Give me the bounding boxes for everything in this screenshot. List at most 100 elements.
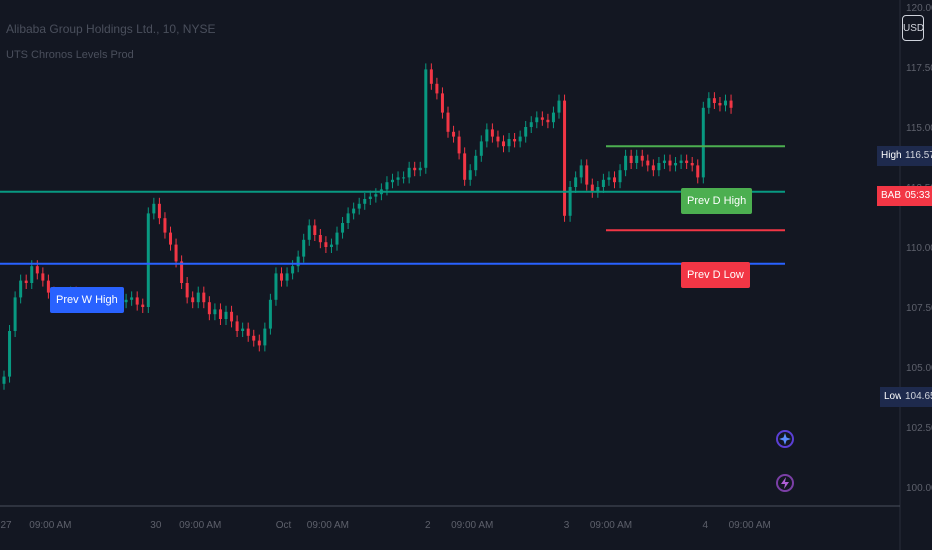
candle-body <box>513 139 517 142</box>
candle-body <box>8 331 12 377</box>
candle-body <box>502 141 505 147</box>
candle-body <box>563 100 567 216</box>
candle-body <box>352 208 356 214</box>
prev-d-low-label: Prev D Low <box>681 262 750 288</box>
x-tick-label: 09:00 AM <box>179 520 221 531</box>
candle-body <box>224 311 228 319</box>
y-tick-label: 120.00 <box>906 3 932 14</box>
candle-body <box>252 335 256 341</box>
candle-body <box>302 239 306 257</box>
candle-body <box>712 98 716 103</box>
x-tick-label: Oct <box>276 520 292 531</box>
candle-body <box>551 112 555 123</box>
candle-body <box>169 232 172 245</box>
candle-body <box>274 273 278 300</box>
candle-body <box>657 163 661 171</box>
candle-body <box>357 203 361 209</box>
candle-body <box>19 280 23 298</box>
candle-body <box>307 225 311 240</box>
x-tick-label: 30 <box>150 520 162 531</box>
candle-body <box>696 165 700 178</box>
candle-body <box>246 328 250 336</box>
diamond-icon[interactable] <box>776 430 794 448</box>
candle-body <box>679 160 683 163</box>
candle-body <box>318 235 322 243</box>
candle-body <box>485 129 489 142</box>
candle-body <box>296 256 300 267</box>
bolt-icon[interactable] <box>776 474 794 492</box>
candle-body <box>507 139 511 147</box>
currency-button[interactable]: USD <box>902 15 924 41</box>
candle-body <box>230 311 234 322</box>
candle-body <box>618 170 622 183</box>
candle-body <box>413 167 417 171</box>
candle-body <box>557 100 561 113</box>
candle-body <box>524 127 528 137</box>
candle-body <box>424 69 428 168</box>
candle-body <box>268 299 272 329</box>
candle-body <box>457 136 461 154</box>
candle-body <box>729 100 733 108</box>
low-tag-value: 104.65 <box>901 387 932 407</box>
candle-body <box>490 129 494 137</box>
candle-body <box>724 100 727 106</box>
indicator-name[interactable]: UTS Chronos Levels Prod <box>6 49 134 61</box>
candle-body <box>285 273 289 281</box>
candle-body <box>601 179 605 187</box>
candle-body <box>391 179 394 183</box>
candle-body <box>374 194 378 197</box>
candle-body <box>46 280 50 293</box>
candle-body <box>568 187 572 216</box>
candle-body <box>313 225 317 235</box>
candle-body <box>202 292 206 303</box>
chart-title: Alibaba Group Holdings Ltd., 10, NYSE <box>6 22 216 36</box>
candle-body <box>396 177 400 180</box>
candle-body <box>607 177 611 180</box>
candle-body <box>446 112 450 132</box>
candle-body <box>191 297 195 303</box>
candle-body <box>452 131 456 137</box>
candle-body <box>624 155 628 171</box>
candle-body <box>651 165 655 171</box>
candle-body <box>496 136 500 142</box>
symbol-tag-value: 05:33 <box>901 186 932 206</box>
candle-body <box>579 165 583 178</box>
candle-body <box>707 98 711 108</box>
candle-body <box>674 163 678 166</box>
candle-body <box>613 177 616 183</box>
x-tick-label: 09:00 AM <box>307 520 349 531</box>
candle-body <box>363 199 367 204</box>
candle-body <box>662 160 666 163</box>
x-tick-label: 09:00 AM <box>590 520 632 531</box>
high-tag-value: 116.57 <box>901 146 932 166</box>
x-tick-label: 3 <box>564 520 570 531</box>
candle-body <box>468 170 472 180</box>
candle-body <box>535 117 539 123</box>
y-tick-label: 107.50 <box>906 303 932 314</box>
candle-body <box>263 328 267 346</box>
candle-body <box>590 184 594 192</box>
candle-body <box>341 223 345 233</box>
candle-body <box>518 136 522 142</box>
candle-body <box>385 182 389 190</box>
candle-body <box>130 297 134 300</box>
candle-body <box>174 244 178 262</box>
candle-body <box>213 309 217 315</box>
candle-body <box>718 103 722 106</box>
candle-body <box>152 203 156 214</box>
x-tick-label: 4 <box>703 520 709 531</box>
candle-body <box>180 261 184 283</box>
candle-body <box>690 163 694 166</box>
candle-body <box>157 203 161 219</box>
candle-body <box>146 213 150 307</box>
candle-body <box>329 244 333 247</box>
x-tick-label: 09:00 AM <box>451 520 493 531</box>
candle-body <box>141 304 145 307</box>
candle-body <box>463 153 467 180</box>
x-tick-label: 2 <box>425 520 431 531</box>
candle-body <box>368 196 372 199</box>
candle-body <box>635 155 639 163</box>
candle-body <box>574 177 578 187</box>
candle-body <box>585 165 589 185</box>
